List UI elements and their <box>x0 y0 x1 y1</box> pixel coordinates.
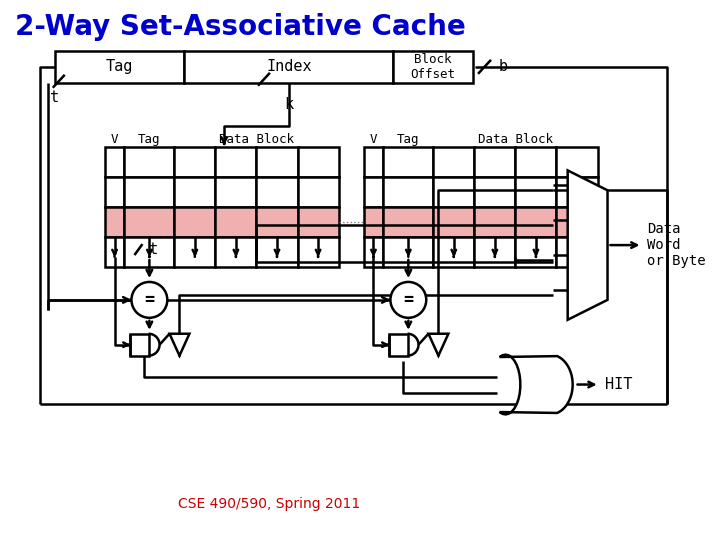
Bar <box>557 237 598 267</box>
Bar <box>55 51 184 83</box>
Bar <box>516 147 557 177</box>
Text: t: t <box>149 241 158 256</box>
Bar <box>256 177 297 207</box>
Bar <box>215 237 256 267</box>
Circle shape <box>390 282 426 318</box>
Bar <box>516 207 557 237</box>
Bar <box>433 177 474 207</box>
Bar <box>215 207 256 237</box>
Bar <box>516 237 557 267</box>
Text: Tag: Tag <box>106 59 133 75</box>
Text: Data Block: Data Block <box>478 132 553 145</box>
Bar <box>297 237 338 267</box>
Text: Data
Word
or Byte: Data Word or Byte <box>647 222 706 268</box>
Text: t: t <box>50 90 59 105</box>
Bar <box>384 147 433 177</box>
Text: Block
Offset: Block Offset <box>410 53 456 81</box>
Bar <box>474 237 516 267</box>
Bar <box>174 147 215 177</box>
Polygon shape <box>169 334 189 356</box>
Bar <box>297 207 338 237</box>
Bar <box>474 207 516 237</box>
Bar <box>256 147 297 177</box>
Text: Data Block: Data Block <box>219 132 294 145</box>
Bar <box>297 177 338 207</box>
Bar <box>174 207 215 237</box>
Text: Tag: Tag <box>397 132 420 145</box>
Bar <box>256 207 297 237</box>
Bar <box>557 147 598 177</box>
Bar <box>433 207 474 237</box>
Bar <box>433 237 474 267</box>
Polygon shape <box>428 334 449 356</box>
Text: Tag: Tag <box>138 132 161 145</box>
Bar <box>384 207 433 237</box>
Text: Index: Index <box>266 59 312 75</box>
Bar <box>125 237 174 267</box>
Circle shape <box>132 282 167 318</box>
Bar <box>104 237 125 267</box>
Text: HIT: HIT <box>605 377 632 392</box>
Bar <box>125 207 174 237</box>
Bar <box>516 177 557 207</box>
Text: V: V <box>111 132 118 145</box>
Bar <box>130 334 148 356</box>
Polygon shape <box>567 171 608 320</box>
Text: k: k <box>284 97 293 112</box>
Bar <box>174 237 215 267</box>
Text: CSE 490/590, Spring 2011: CSE 490/590, Spring 2011 <box>178 497 360 511</box>
Bar <box>104 177 125 207</box>
Bar <box>215 147 256 177</box>
Bar <box>364 237 384 267</box>
Bar <box>390 334 408 356</box>
Bar <box>557 177 598 207</box>
Bar <box>215 177 256 207</box>
Bar <box>297 147 338 177</box>
Bar <box>474 147 516 177</box>
Bar <box>433 147 474 177</box>
Bar <box>384 237 433 267</box>
Text: V: V <box>370 132 377 145</box>
Bar <box>364 177 384 207</box>
Bar <box>557 207 598 237</box>
Bar <box>125 177 174 207</box>
Bar <box>384 177 433 207</box>
Text: b: b <box>498 59 508 75</box>
Text: =: = <box>145 291 154 309</box>
Bar <box>174 177 215 207</box>
Text: 2-Way Set-Associative Cache: 2-Way Set-Associative Cache <box>15 13 466 41</box>
Bar <box>474 177 516 207</box>
Bar <box>364 147 384 177</box>
Bar <box>364 207 384 237</box>
Text: =: = <box>403 291 413 309</box>
Bar <box>184 51 393 83</box>
Bar <box>104 207 125 237</box>
Polygon shape <box>500 355 572 414</box>
Bar <box>104 147 125 177</box>
Bar <box>256 237 297 267</box>
Bar <box>125 147 174 177</box>
Bar <box>393 51 473 83</box>
